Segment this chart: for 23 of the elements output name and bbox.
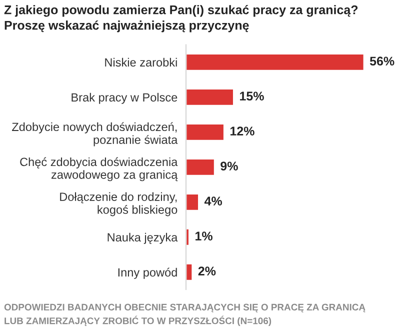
y-tick-label: Chęć zdobycia doświadczenia zawodowego za granicą [20, 157, 178, 182]
data-label: 2% [198, 266, 216, 276]
text: ODPOWIEDZI BADANYCH OBECNIE STARAJĄCYCH SIĘ O PRACĘ ZA GRANICĄ LUB ZAMIERZAJĄCY ZROBIĆ TO W PRZYSZŁOŚCI (N=106) [4, 304, 366, 326]
y-tick-label: Niskie zarobki [105, 58, 177, 67]
chart-title: Z jakiego powodu zamierza Pan(i) szukać pracy za granicą? Proszę wskazać najważniejszą przyczynę [4, 4, 358, 32]
bar [186, 263, 194, 282]
bar [186, 228, 190, 246]
bar [186, 88, 234, 106]
bar [186, 158, 216, 176]
y-tick-label: Inny powód [118, 268, 177, 279]
data-label: 1% [196, 232, 212, 240]
bar [186, 193, 200, 212]
y-tick-label: Nauka języka [108, 232, 178, 244]
data-label: 4% [204, 196, 222, 206]
data-label: 15% [240, 92, 264, 101]
data-label: 56% [370, 56, 394, 66]
y-tick-label: Zdobycie nowych doświadczeń, poznanie świata [12, 122, 178, 146]
y-tick-label: Brak pracy w Polsce [72, 92, 178, 104]
bar [186, 123, 225, 142]
bar [186, 53, 364, 72]
data-label: 12% [230, 126, 254, 136]
data-label: 9% [220, 162, 238, 171]
y-tick-label: Dołączenie do rodziny, kogoś bliskiego [60, 192, 178, 216]
